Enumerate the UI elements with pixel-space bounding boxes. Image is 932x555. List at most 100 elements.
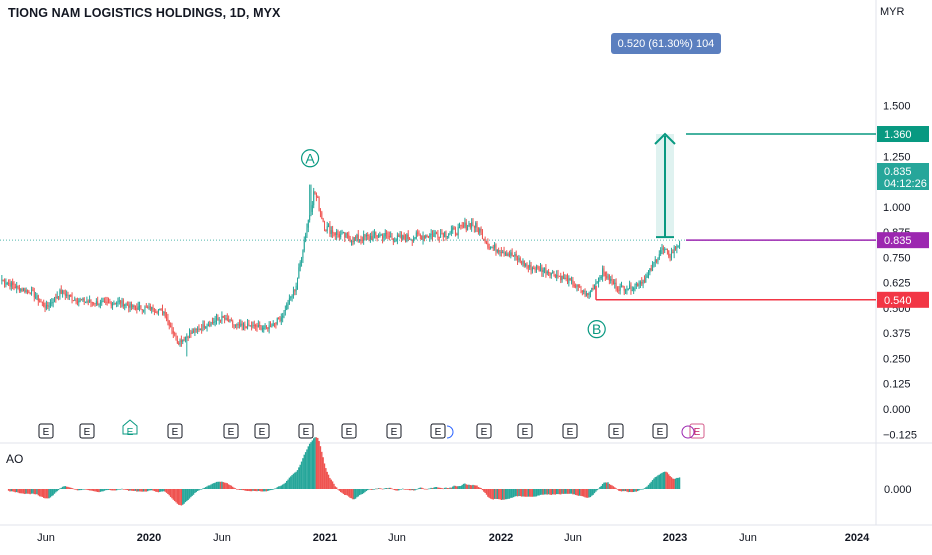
candle-body — [475, 222, 477, 228]
candle-body — [421, 235, 423, 240]
candle-body — [282, 315, 284, 318]
earnings-marker-label: E — [259, 427, 266, 438]
ao-bar — [649, 483, 651, 489]
ao-bar — [121, 488, 123, 490]
ao-bar — [585, 489, 588, 498]
ao-bar — [526, 489, 528, 497]
candle-body — [260, 326, 262, 330]
ao-bar — [627, 489, 629, 493]
ao-bar — [597, 488, 600, 490]
ao-bar — [642, 488, 644, 490]
ao-bar — [665, 471, 667, 489]
ao-bar — [56, 489, 58, 492]
ao-bar — [33, 489, 35, 495]
ao-bar — [290, 476, 292, 489]
candle-body — [625, 290, 627, 292]
ao-bar — [265, 489, 268, 492]
candle-body — [31, 289, 33, 295]
candle-body — [248, 323, 250, 326]
ao-indicator-label[interactable]: AO — [6, 452, 24, 466]
earnings-marker[interactable]: E — [38, 423, 54, 439]
ao-bar — [86, 489, 88, 490]
earnings-marker[interactable]: E — [122, 419, 138, 438]
earnings-marker[interactable]: E — [652, 423, 668, 439]
candle-body — [398, 235, 400, 237]
ao-bar — [330, 479, 332, 489]
candle-body — [615, 282, 617, 289]
candle-body — [549, 272, 551, 276]
candle-body — [492, 247, 494, 249]
candle-body — [238, 324, 240, 326]
candle-body — [502, 251, 504, 253]
earnings-marker[interactable]: E — [562, 423, 578, 439]
ao-bar — [317, 437, 319, 489]
ao-bar — [26, 489, 29, 494]
candle-body — [162, 309, 164, 314]
earnings-marker-label: E — [43, 427, 50, 438]
earnings-marker[interactable]: E — [430, 423, 446, 439]
candle-body — [63, 290, 65, 294]
earnings-marker[interactable]: E — [608, 423, 624, 439]
candle-body — [87, 301, 89, 303]
ao-bar — [408, 489, 411, 491]
ao-bar — [237, 489, 239, 490]
ao-bar — [179, 489, 181, 506]
ao-bar — [668, 474, 670, 489]
candle-body — [346, 233, 348, 235]
ao-bar — [331, 481, 334, 489]
earnings-marker-box — [386, 423, 402, 439]
ao-bar — [446, 488, 449, 489]
earnings-marker-box — [38, 423, 54, 439]
earnings-marker[interactable]: E — [167, 423, 183, 439]
ao-bar — [314, 437, 316, 489]
ao-bar — [545, 489, 547, 495]
ao-bar — [55, 489, 57, 493]
candle-body — [99, 301, 101, 305]
ao-bar — [221, 481, 223, 489]
ao-bar — [551, 489, 554, 495]
ao-bar — [570, 489, 573, 494]
ao-bar — [379, 488, 381, 489]
candle-body — [307, 220, 309, 228]
earnings-marker[interactable]: E — [476, 423, 492, 439]
ao-bar — [452, 486, 454, 489]
candle-body — [40, 301, 42, 303]
candle-body — [21, 288, 23, 291]
earnings-marker[interactable]: E — [341, 423, 357, 439]
candle-body — [24, 288, 26, 292]
ao-bar — [596, 489, 598, 491]
candle-body — [10, 282, 12, 287]
earnings-marker[interactable]: E — [223, 423, 239, 439]
ao-bar — [546, 489, 548, 495]
candle-body — [419, 235, 421, 237]
earnings-marker[interactable]: E — [254, 423, 270, 439]
candle-body — [380, 234, 382, 236]
candle-body — [546, 271, 548, 274]
earnings-marker[interactable]: E — [517, 423, 533, 439]
ao-bar — [183, 489, 185, 504]
x-tick-label: Jun — [213, 532, 231, 544]
earnings-marker[interactable]: E — [79, 423, 95, 439]
candle-body — [535, 266, 537, 271]
ao-bar — [578, 489, 581, 496]
earnings-marker[interactable]: E — [298, 423, 314, 439]
ao-bar — [496, 489, 499, 499]
candle-body — [132, 305, 134, 308]
ao-bar — [225, 482, 227, 489]
candle-body — [631, 290, 633, 292]
candle-body — [530, 264, 532, 271]
candle-body — [653, 262, 655, 264]
ao-bar — [240, 489, 242, 490]
candle-body — [332, 230, 334, 234]
candle-body — [322, 218, 324, 222]
ao-bar — [645, 487, 647, 489]
candle-body — [36, 295, 38, 297]
ao-bar — [80, 489, 83, 491]
candle-body — [534, 268, 536, 271]
candle-body — [344, 232, 346, 238]
ao-bar — [502, 489, 504, 500]
earnings-marker[interactable]: E — [386, 423, 402, 439]
candle-body — [588, 292, 590, 296]
